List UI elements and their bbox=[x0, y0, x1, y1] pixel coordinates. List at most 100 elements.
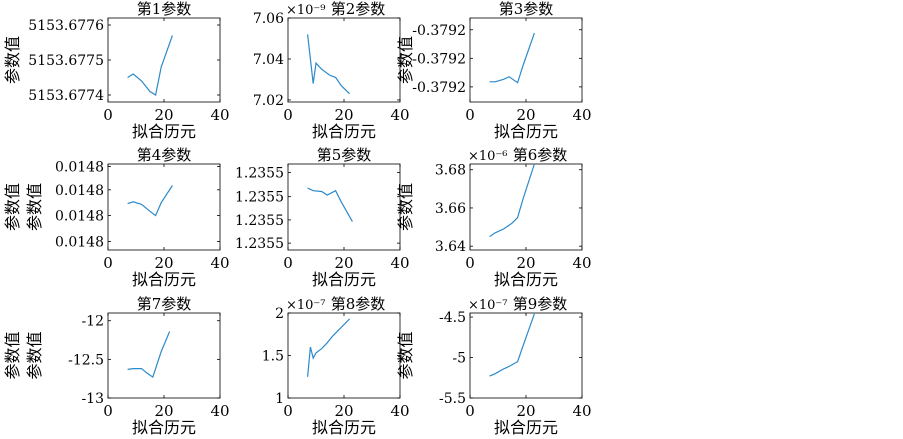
x-tick-label: 20 bbox=[516, 254, 535, 272]
x-axis-label: 拟合历元 bbox=[132, 122, 196, 141]
y-axis-label: 参数值 bbox=[25, 331, 44, 379]
x-tick-label: 40 bbox=[210, 402, 229, 420]
series-line bbox=[489, 163, 535, 238]
x-tick-label: 0 bbox=[465, 106, 475, 124]
series-line bbox=[127, 185, 173, 217]
y-tick-label: 7.02 bbox=[253, 93, 284, 109]
y-tick-label: 5153.6775 bbox=[28, 53, 104, 69]
y-tick-label: -13 bbox=[81, 391, 104, 407]
y-tick-label: 3.68 bbox=[435, 163, 466, 179]
x-tick-label: 0 bbox=[465, 402, 475, 420]
x-tick-label: 0 bbox=[103, 402, 113, 420]
y-axis-label: 参数值 bbox=[3, 183, 22, 231]
y-axis-label: 参数值 bbox=[396, 183, 415, 231]
x-tick-label: 0 bbox=[465, 254, 475, 272]
x-tick-label: 40 bbox=[210, 254, 229, 272]
y-tick-label: 5153.6776 bbox=[28, 18, 104, 34]
x-tick-label: 40 bbox=[390, 402, 409, 420]
series-line bbox=[307, 187, 353, 222]
subplot-title: 第9参数 bbox=[513, 295, 568, 313]
x-tick-label: 20 bbox=[334, 254, 353, 272]
y-tick-label: 5153.6774 bbox=[28, 88, 104, 104]
series-line bbox=[489, 313, 535, 377]
plot-frame bbox=[469, 312, 583, 399]
x-tick-label: 0 bbox=[103, 254, 113, 272]
x-tick-label: 40 bbox=[210, 106, 229, 124]
plot-frame bbox=[287, 17, 401, 103]
y-axis-label: 参数值 bbox=[396, 36, 415, 84]
series-line bbox=[127, 331, 171, 379]
x-tick-label: 0 bbox=[103, 106, 113, 124]
y-tick-label: -12.5 bbox=[68, 352, 104, 368]
y-tick-label: 2 bbox=[275, 306, 284, 322]
y-tick-label: 0.0148 bbox=[55, 234, 104, 250]
series-line bbox=[127, 35, 173, 96]
plot-frame bbox=[107, 312, 221, 399]
series-line bbox=[307, 34, 351, 95]
subplot-title: 第1参数 bbox=[137, 0, 192, 18]
y-tick-label: -0.3792 bbox=[412, 23, 466, 39]
x-tick-label: 20 bbox=[334, 402, 353, 420]
y-axis-label: 参数值 bbox=[3, 36, 22, 84]
x-tick-label: 40 bbox=[572, 106, 591, 124]
subplot-title: 第3参数 bbox=[499, 0, 554, 18]
x-tick-label: 20 bbox=[154, 254, 173, 272]
x-axis-label: 拟合历元 bbox=[312, 122, 376, 141]
x-tick-label: 40 bbox=[572, 254, 591, 272]
y-tick-label: 1.5 bbox=[262, 349, 284, 365]
y-tick-label: 0.0148 bbox=[55, 183, 104, 199]
x-tick-label: 20 bbox=[154, 106, 173, 124]
y-tick-label: 3.66 bbox=[435, 201, 466, 217]
x-tick-label: 40 bbox=[390, 254, 409, 272]
y-tick-label: 1.2355 bbox=[235, 213, 284, 229]
y-axis-label: 参数值 bbox=[25, 183, 44, 231]
subplot-title: 第5参数 bbox=[317, 146, 372, 164]
y-axis-label: 参数值 bbox=[396, 331, 415, 379]
y-tick-label: 1.2355 bbox=[235, 190, 284, 206]
x-tick-label: 20 bbox=[334, 106, 353, 124]
plot-frame bbox=[469, 163, 583, 251]
axis-exponent: ×10⁻⁷ bbox=[286, 298, 326, 313]
y-tick-label: 7.04 bbox=[253, 52, 284, 68]
x-axis-label: 拟合历元 bbox=[494, 270, 558, 289]
x-axis-label: 拟合历元 bbox=[312, 270, 376, 289]
series-line bbox=[489, 32, 535, 84]
axis-exponent: ×10⁻⁶ bbox=[468, 149, 508, 164]
x-tick-label: 0 bbox=[283, 254, 293, 272]
x-tick-label: 20 bbox=[516, 402, 535, 420]
x-tick-label: 0 bbox=[283, 402, 293, 420]
x-tick-label: 40 bbox=[572, 402, 591, 420]
axis-exponent: ×10⁻⁷ bbox=[468, 298, 508, 313]
y-tick-label: 7.06 bbox=[253, 11, 284, 27]
x-axis-label: 拟合历元 bbox=[312, 418, 376, 437]
y-tick-label: 1 bbox=[275, 391, 284, 407]
axis-exponent: ×10⁻⁹ bbox=[286, 3, 326, 18]
x-tick-label: 20 bbox=[516, 106, 535, 124]
y-tick-label: 3.64 bbox=[435, 239, 466, 255]
plot-frame bbox=[469, 17, 583, 103]
x-tick-label: 20 bbox=[154, 402, 173, 420]
y-tick-label: -5 bbox=[452, 351, 466, 367]
subplot-title: 第7参数 bbox=[137, 295, 192, 313]
y-tick-label: -0.3792 bbox=[412, 51, 466, 67]
plot-frame bbox=[287, 312, 401, 399]
x-axis-label: 拟合历元 bbox=[132, 418, 196, 437]
y-tick-label: -4.5 bbox=[439, 310, 466, 326]
series-line bbox=[307, 318, 351, 377]
subplot-title: 第2参数 bbox=[331, 0, 386, 18]
x-axis-label: 拟合历元 bbox=[494, 122, 558, 141]
x-axis-label: 拟合历元 bbox=[494, 418, 558, 437]
subplot-title: 第8参数 bbox=[331, 295, 386, 313]
y-tick-label: 1.2355 bbox=[235, 166, 284, 182]
subplot-title: 第4参数 bbox=[137, 146, 192, 164]
y-tick-label: -12 bbox=[81, 314, 104, 330]
y-axis-label: 参数值 bbox=[3, 331, 22, 379]
subplot-title: 第6参数 bbox=[513, 146, 568, 164]
y-tick-label: -5.5 bbox=[439, 391, 466, 407]
x-tick-label: 40 bbox=[390, 106, 409, 124]
y-tick-label: 0.0148 bbox=[55, 160, 104, 176]
plot-frame bbox=[107, 163, 221, 251]
y-tick-label: 0.0148 bbox=[55, 209, 104, 225]
x-axis-label: 拟合历元 bbox=[132, 270, 196, 289]
